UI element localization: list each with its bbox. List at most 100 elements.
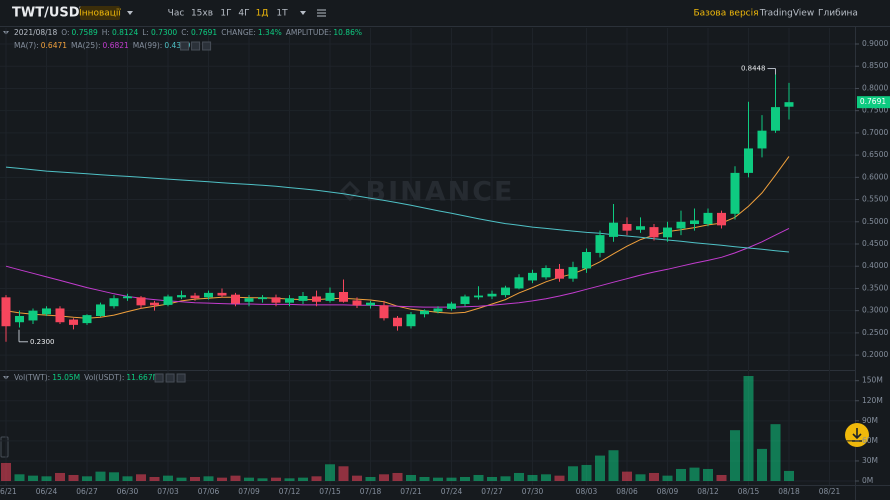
volume-bar xyxy=(122,476,133,481)
volume-bar xyxy=(365,476,376,481)
ma-legend-label: MA(7): xyxy=(14,41,39,50)
x-tick-label: 07/30 xyxy=(522,487,544,496)
x-tick-label: 07/27 xyxy=(481,487,503,496)
candle-body xyxy=(474,295,483,298)
candle-body xyxy=(109,298,119,307)
candle-body xyxy=(393,317,402,327)
ma-legend-value: 0.6821 xyxy=(103,41,129,50)
dropdown-icon[interactable] xyxy=(300,11,306,15)
candle-body xyxy=(406,314,416,327)
candle-body xyxy=(258,297,267,300)
candle-body xyxy=(325,292,335,301)
volume-bar xyxy=(554,475,565,481)
volume-bar xyxy=(95,471,106,481)
volume-bar xyxy=(703,468,713,481)
x-tick-label: 08/12 xyxy=(697,487,719,496)
volume-bar xyxy=(743,376,754,481)
settings-icon[interactable] xyxy=(317,9,326,17)
legend-toggle[interactable] xyxy=(180,41,190,51)
x-tick-label: 06/24 xyxy=(36,487,58,496)
volume-bar xyxy=(217,477,227,481)
y-tick-label: 0M xyxy=(862,476,873,485)
legend-toggle[interactable] xyxy=(176,373,186,383)
volume-bar xyxy=(662,475,673,481)
candle-body xyxy=(366,302,375,306)
volume-bar xyxy=(190,476,200,481)
volume-bar xyxy=(109,472,119,481)
x-tick-label: 07/09 xyxy=(238,487,260,496)
legend-toggle[interactable] xyxy=(165,373,175,383)
volume-bar xyxy=(595,455,605,481)
x-tick-label: 08/06 xyxy=(616,487,638,496)
interval[interactable]: Час xyxy=(168,9,185,19)
interval[interactable]: 1Д xyxy=(256,9,269,19)
candle-body xyxy=(622,224,632,231)
candle-body xyxy=(757,130,767,149)
low-annotation: 0.2300 xyxy=(30,338,55,346)
volume-bar xyxy=(163,475,173,481)
x-tick-label: 07/15 xyxy=(319,487,341,496)
volume-bar xyxy=(622,471,632,481)
candle-body xyxy=(528,272,537,281)
volume-bar xyxy=(392,472,403,481)
scroll-handle[interactable] xyxy=(0,436,9,458)
watermark: BINANCE xyxy=(366,177,515,208)
legend-row: MA(7): 0.6471 MA(25): 0.6821 MA(99): 0.4319 xyxy=(14,41,191,50)
view-tab[interactable]: Глибина xyxy=(818,9,858,19)
view-tab[interactable]: TradingView xyxy=(759,9,814,19)
candle-body xyxy=(163,296,173,305)
ma-line xyxy=(5,166,790,253)
legend-toggle[interactable] xyxy=(154,373,164,383)
watermark-logo xyxy=(339,180,361,202)
candle-body xyxy=(636,226,645,230)
legend-toggle[interactable] xyxy=(202,41,212,51)
candle-body xyxy=(730,172,740,214)
volume-bar xyxy=(1,462,11,481)
candle-body xyxy=(690,220,699,224)
ma-legend-label: MA(25): xyxy=(71,41,101,50)
interval[interactable]: 15хв xyxy=(191,9,213,19)
legend-value: 0.7300 xyxy=(151,28,177,37)
candle-body xyxy=(433,308,443,312)
volume-bar xyxy=(770,424,781,481)
candle-body xyxy=(514,277,524,289)
candle-body xyxy=(501,287,510,296)
candle-body xyxy=(231,294,240,304)
y-tick-label: 0.8000 xyxy=(862,83,888,92)
volume-bar xyxy=(730,430,740,481)
volume-bar xyxy=(473,474,484,481)
volume-bar xyxy=(28,475,38,481)
ma-legend-label: MA(99): xyxy=(133,41,163,50)
interval[interactable]: 1Т xyxy=(276,9,288,19)
candle-body xyxy=(82,315,92,324)
y-tick-label: 0.6500 xyxy=(862,150,888,159)
candle-body xyxy=(447,303,456,309)
volume-bar xyxy=(446,477,457,481)
y-tick-label: 0.7000 xyxy=(862,128,888,137)
candle-body xyxy=(96,304,105,316)
volume-bar xyxy=(419,476,430,481)
interval[interactable]: 1Г xyxy=(220,9,231,19)
volume-bar xyxy=(608,450,619,481)
candle-body xyxy=(379,305,389,319)
candle-body xyxy=(217,292,227,296)
volume-bar xyxy=(635,474,646,481)
x-tick-label: 08/03 xyxy=(576,487,598,496)
view-tab[interactable]: Базова версія xyxy=(693,9,758,19)
y-tick-label: 150M xyxy=(862,376,883,385)
volume-bar xyxy=(176,477,187,481)
vol-legend-value: 15.05M xyxy=(52,373,80,382)
interval[interactable]: 4Г xyxy=(238,9,249,19)
legend-toggle[interactable] xyxy=(191,41,201,51)
candle-body xyxy=(582,252,591,269)
volume-bar xyxy=(82,476,92,481)
pair: TWT/USDT xyxy=(12,6,89,21)
candle-body xyxy=(123,296,132,299)
dropdown-icon[interactable] xyxy=(127,11,133,15)
candle-body xyxy=(568,267,578,279)
volume-bar xyxy=(541,474,551,481)
volume-bar xyxy=(41,476,52,481)
volume-bar xyxy=(203,476,214,481)
volume-bar xyxy=(55,472,65,481)
volume-bar xyxy=(649,472,659,481)
